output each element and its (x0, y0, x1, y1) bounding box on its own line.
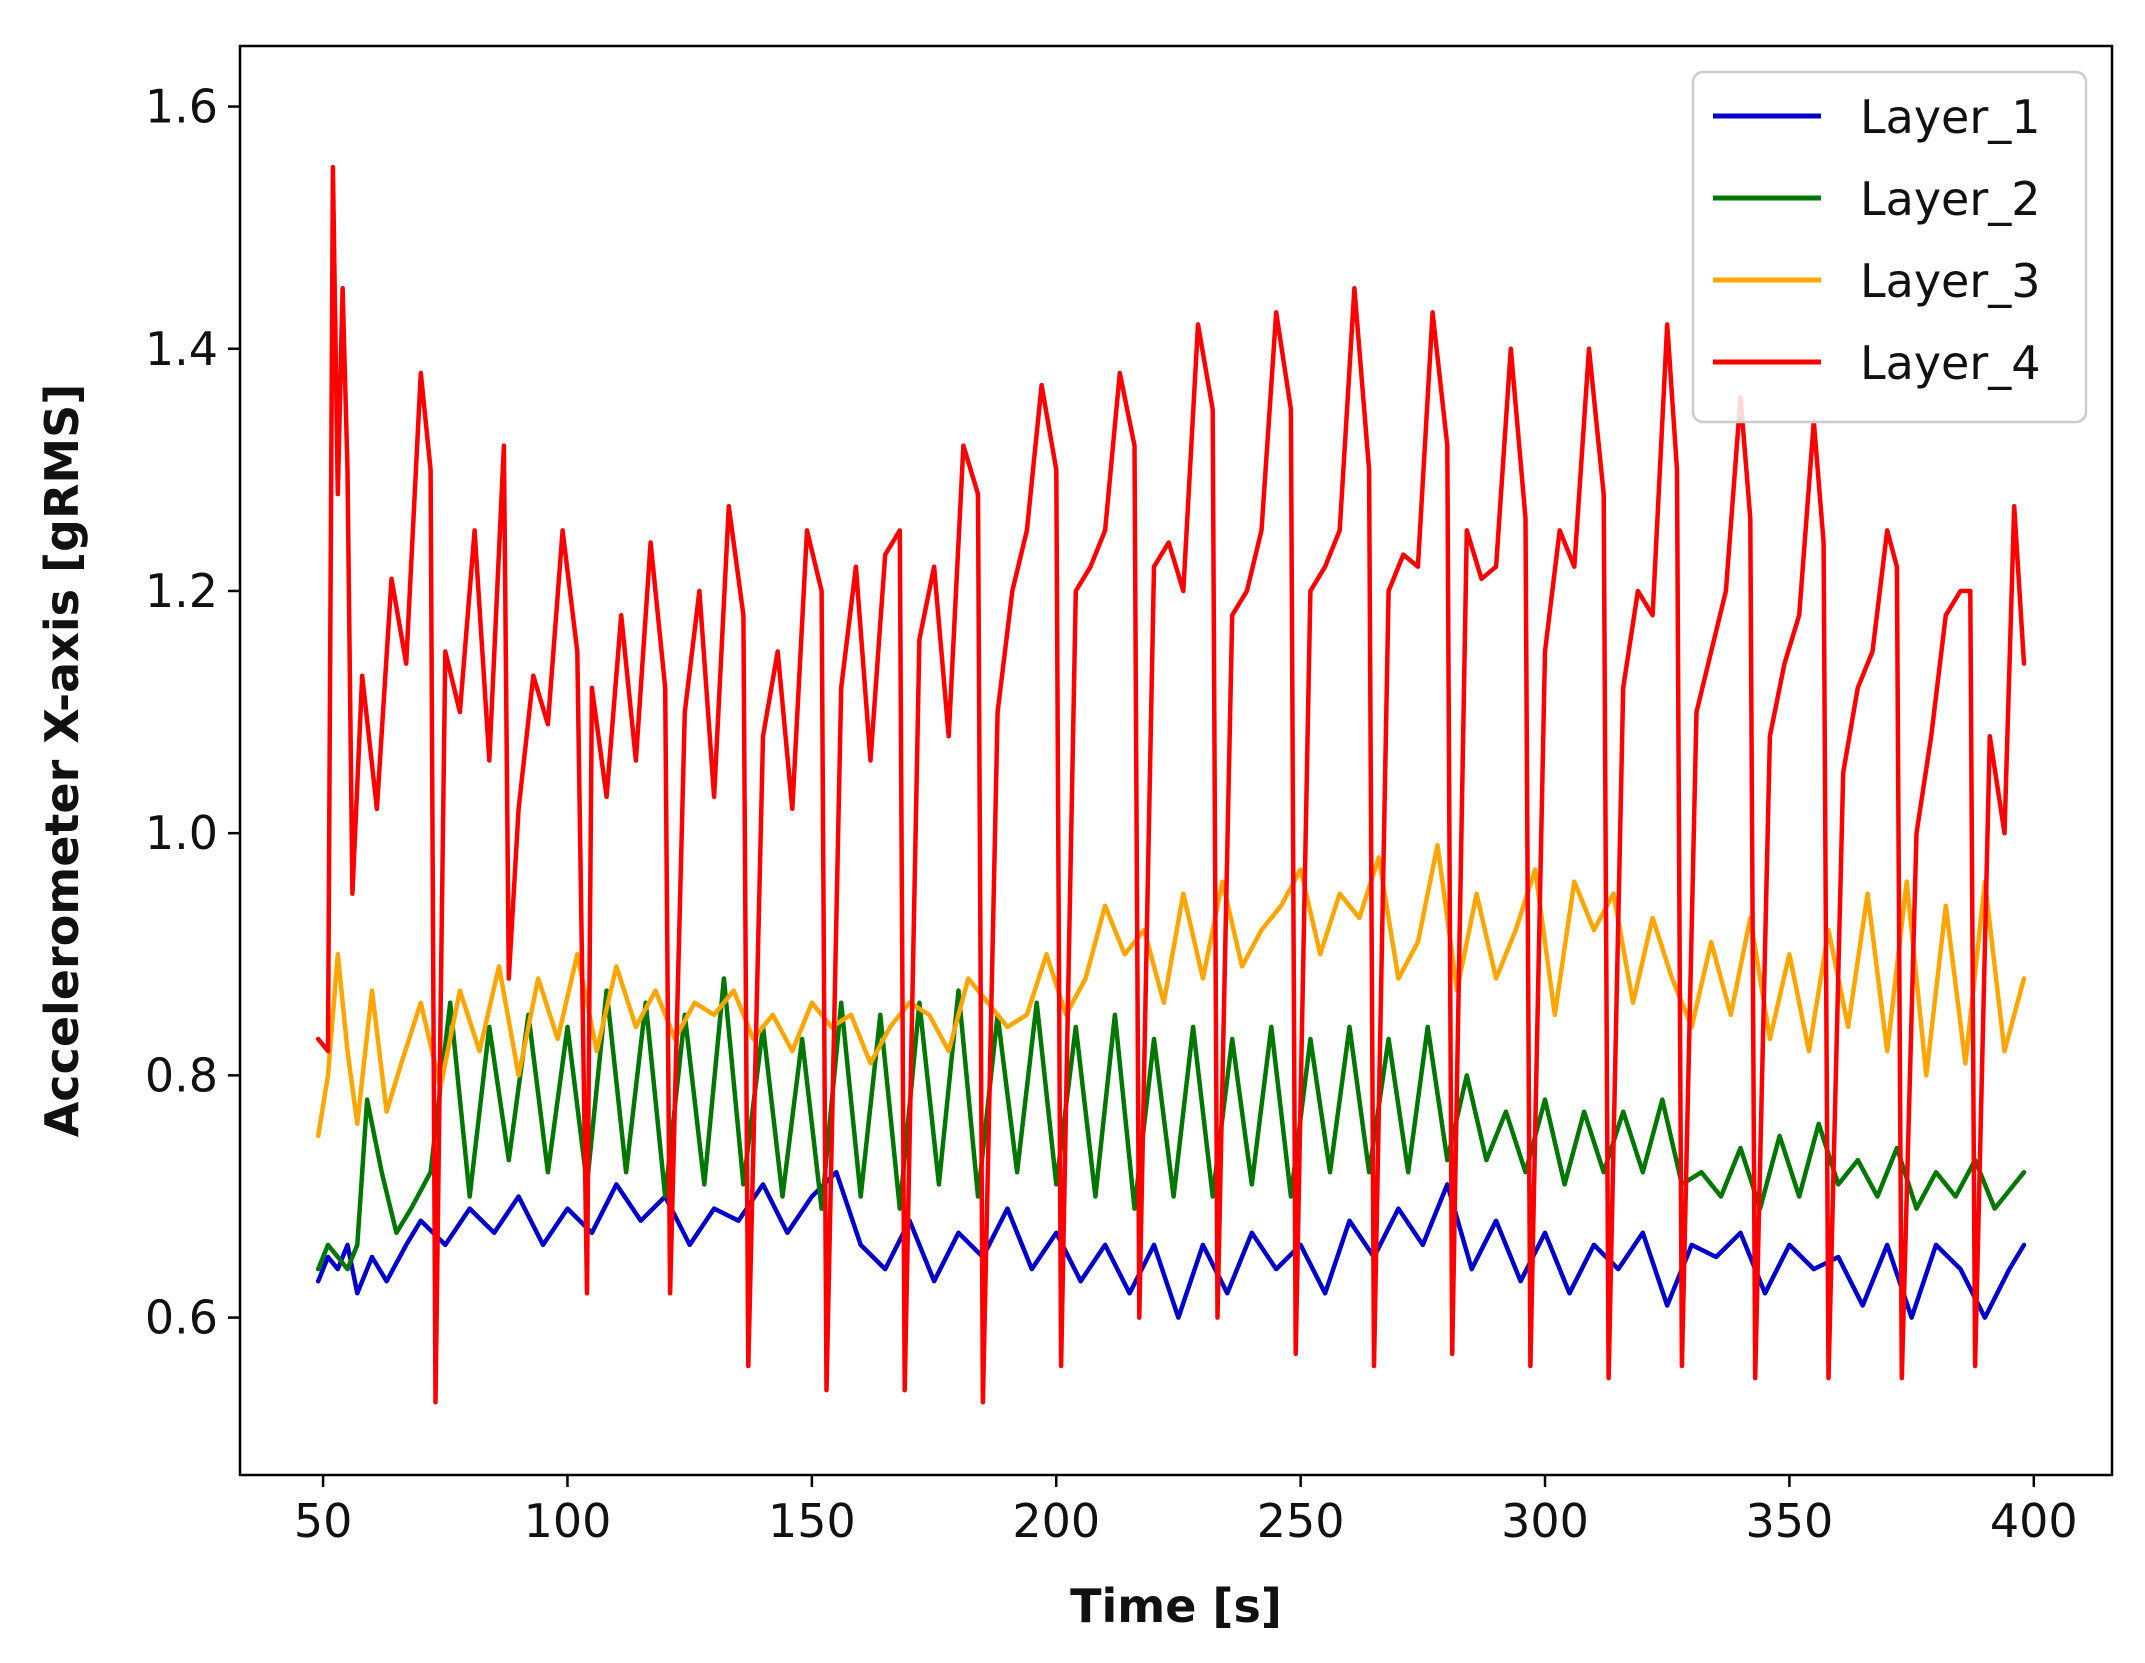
series-line-layer-4 (315, 164, 2027, 1405)
series-line-layer-1 (315, 1169, 2027, 1320)
legend-label: Layer_1 (1860, 90, 2041, 144)
y-tick-label: 1.4 (145, 322, 218, 376)
legend: Layer_1 Layer_2 Layer_3 Layer_4 (1691, 70, 2088, 424)
series-line-layer-3 (315, 843, 2027, 1139)
y-tick-label: 1.6 (145, 80, 218, 134)
legend-label: Layer_4 (1860, 336, 2041, 390)
legend-label: Layer_3 (1860, 254, 2041, 308)
y-tick-label: 0.6 (145, 1291, 218, 1345)
y-axis: 0.6 0.8 1.0 1.2 1.4 1.6 (145, 80, 240, 1345)
x-tick-label: 400 (1990, 1494, 2078, 1548)
x-tick-label: 250 (1257, 1494, 1345, 1548)
y-tick-label: 1.0 (145, 806, 218, 860)
x-tick-label: 350 (1746, 1494, 1834, 1548)
y-tick-label: 0.8 (145, 1048, 218, 1102)
x-axis-title: Time [s] (1070, 1579, 1282, 1633)
x-tick-label: 300 (1501, 1494, 1589, 1548)
x-tick-label: 200 (1012, 1494, 1100, 1548)
series-layer (315, 164, 2027, 1405)
legend-label: Layer_2 (1860, 172, 2041, 226)
y-tick-label: 1.2 (145, 564, 218, 618)
x-tick-label: 150 (768, 1494, 856, 1548)
y-axis-title: Accelerometer X-axis [gRMS] (35, 384, 89, 1138)
legend-box (1691, 70, 2088, 424)
x-tick-label: 50 (294, 1494, 353, 1548)
x-axis: 50 100 150 200 250 300 350 400 (294, 1475, 2078, 1548)
plot-area-frame (238, 44, 2114, 1477)
x-tick-label: 100 (524, 1494, 612, 1548)
